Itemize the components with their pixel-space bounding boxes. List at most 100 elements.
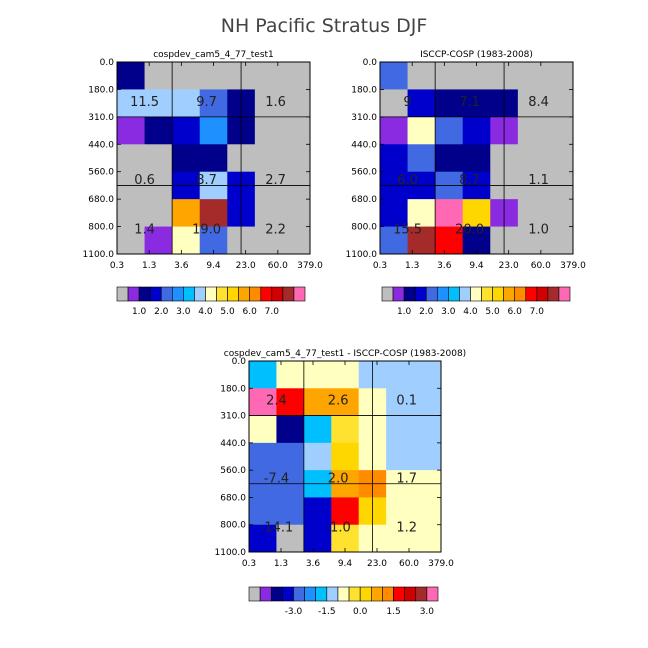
heatmap-cell [435,62,464,90]
heatmap-cell [462,116,491,145]
colorbar-swatch [326,586,339,602]
heatmap-cell [199,226,228,255]
heatmap-cell [331,388,360,417]
colorbar-swatch [370,586,383,602]
colorbar-swatch [249,286,262,302]
x-tick-label: 23.0 [236,261,256,271]
colorbar-swatch [304,586,317,602]
colorbar-label: 4.0 [198,307,213,317]
heatmap-cell [380,89,409,118]
colorbar-swatch [436,286,449,302]
heatmap-cell [276,442,305,471]
x-tick-label: 60.0 [399,559,419,569]
x-tick-label: 60.0 [531,261,551,271]
y-tick-label: 180.0 [220,384,246,394]
heatmap-cell [254,62,283,90]
colorbar-swatch [492,286,504,302]
x-tick-label: 3.6 [306,559,321,569]
colorbar-swatch [270,586,283,602]
heatmap-cell [386,388,415,417]
heatmap-cell [117,62,146,90]
group-value: 7.1 [459,95,480,110]
heatmap-cell [413,524,442,553]
colorbar-swatch [403,286,416,302]
heatmap-cell [545,89,574,118]
colorbar-swatch [359,586,372,602]
colorbar-swatch [282,286,295,302]
colorbar-label: 1.0 [132,307,147,317]
heatmap-cell [249,415,277,444]
colorbar-swatch [282,586,294,602]
colorbar-swatch [194,286,206,302]
colorbar-swatch [448,286,460,302]
y-tick-label: 1100.0 [83,250,115,260]
group-value: 1.7 [396,471,417,486]
group-value: 2.2 [265,222,286,237]
y-tick-label: 0.0 [232,357,247,367]
colorbar-label: -3.0 [285,607,303,617]
colorbar-label: 2.0 [419,307,434,317]
heatmap-cell [282,62,311,90]
heatmap-cell [386,497,415,526]
y-tick-label: 680.0 [220,493,246,503]
heatmap-cell [199,116,228,145]
colorbar-swatch [547,286,560,302]
heatmap-cell [282,226,311,255]
heatmap-cell [254,226,283,255]
heatmap-cell [254,199,283,228]
heatmap-cell [517,62,546,90]
heatmap-cell [435,226,464,255]
colorbar-swatch [171,286,184,302]
group-value: 0.6 [134,173,155,188]
heatmap-cell [172,199,201,228]
heatmap-cell [545,226,574,255]
colorbar-swatch [315,586,328,602]
heatmap-cell [517,116,546,145]
colorbar-swatch [381,286,394,302]
heatmap-cell [117,199,146,228]
y-tick-label: 310.0 [351,113,377,123]
heatmap-cell [276,415,305,444]
colorbar-swatch [238,286,251,302]
heatmap-cell [199,199,228,228]
group-value: 1.4 [134,222,155,237]
heatmap-cell [117,89,146,118]
heatmap-cell [282,199,311,228]
x-tick-label: 3.6 [174,261,189,271]
x-tick-label: 9.4 [469,261,484,271]
y-tick-label: 560.0 [88,168,114,178]
group-value: 20.0 [455,222,484,237]
group-value: 1.6 [265,95,286,110]
heatmap-cell [144,116,173,145]
heatmap-cell [172,144,201,173]
y-tick-label: 440.0 [351,140,377,150]
colorbar-swatch [293,586,305,602]
heatmap-cell [545,62,574,90]
colorbar-swatch [525,286,538,302]
panel-title: cospdev_cam5_4_77_test1 - ISCCP-COSP (19… [224,349,466,359]
heatmap-cell [331,442,360,471]
colorbar-swatch [415,586,428,602]
x-tick-label: 3.6 [437,261,452,271]
panel-difference: cospdev_cam5_4_77_test1 - ISCCP-COSP (19… [215,349,467,617]
colorbar-swatch [259,586,272,602]
heatmap-cell [249,524,277,553]
group-value: 8.7 [196,173,217,188]
heatmap-cell [331,415,360,444]
x-tick-label: 23.0 [499,261,519,271]
colorbar-swatch [503,286,516,302]
heatmap-cell [462,226,491,255]
heatmap-cell [254,144,283,173]
y-tick-label: 310.0 [88,113,114,123]
heatmap-cell [331,497,360,526]
y-tick-label: 1100.0 [215,548,247,558]
heatmap-cell [117,144,146,173]
colorbar-label: 0.0 [353,607,368,617]
heatmap-cell [413,415,442,444]
colorbar-swatch [271,286,284,302]
group-value: 2.7 [265,173,286,188]
colorbar-label: 5.0 [485,307,500,317]
y-tick-label: 560.0 [351,168,377,178]
colorbar-swatch [160,286,173,302]
colorbar-swatch [293,286,306,302]
